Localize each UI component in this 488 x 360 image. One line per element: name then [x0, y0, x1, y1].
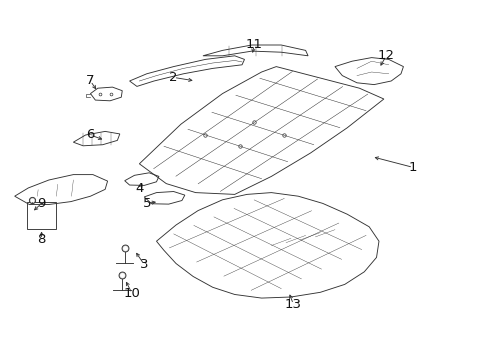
Text: 12: 12: [377, 49, 394, 62]
Text: 8: 8: [37, 233, 46, 246]
Text: 13: 13: [285, 298, 301, 311]
Text: 2: 2: [169, 71, 178, 84]
Text: 1: 1: [408, 161, 417, 174]
Text: 5: 5: [142, 197, 151, 210]
Text: 4: 4: [135, 183, 143, 195]
Text: 10: 10: [123, 287, 140, 300]
Text: 3: 3: [140, 258, 148, 271]
Text: 9: 9: [37, 197, 46, 210]
Text: 7: 7: [86, 75, 95, 87]
Text: 11: 11: [245, 39, 262, 51]
Text: 6: 6: [86, 129, 95, 141]
